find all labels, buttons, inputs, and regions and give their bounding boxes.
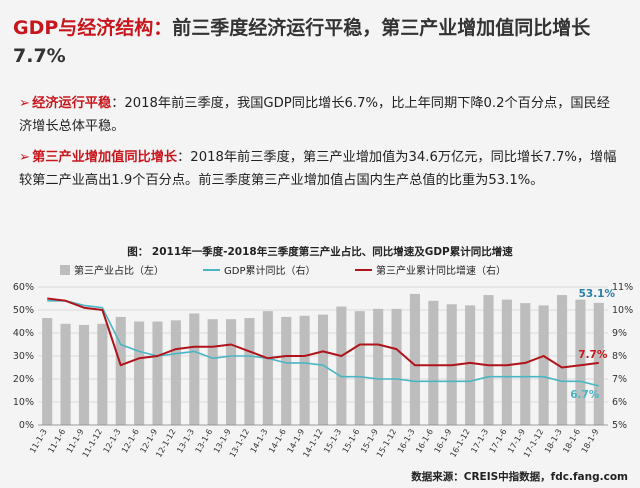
gdp-line <box>47 299 599 387</box>
paragraph-tertiary: ➢ 第三产业增加值同比增长：2018年前三季度，第三产业增加值为34.6万亿元，同… <box>19 146 621 192</box>
bar <box>501 299 512 425</box>
chart-title: 图： 2011年一季度-2018年三季度第三产业占比、同比增速及GDP累计同比增… <box>127 246 513 258</box>
page-title: GDP与经济结构：前三季度经济运行平稳，第三产业增加值同比增长7.7% <box>13 14 628 70</box>
bar <box>60 323 71 425</box>
legend-label-gdp: GDP累计同比（右） <box>224 264 315 277</box>
bar <box>226 319 237 425</box>
bar <box>575 299 586 425</box>
title-rest: 前三季度经济运行平稳，第三产业增加值同比增长7.7% <box>13 17 591 67</box>
bar <box>317 314 329 425</box>
y-right-tick-label: 6% <box>612 397 627 408</box>
legend-label-bar: 第三产业占比（左） <box>74 264 164 277</box>
bar <box>281 316 292 425</box>
bar <box>391 308 402 425</box>
y-left-tick-label: 40% <box>13 328 34 339</box>
bar <box>97 323 108 425</box>
y-right-tick-label: 8% <box>612 351 627 362</box>
paragraph-text: ：2018年前三季度，第三产业增加值为34.6万亿元，同比增长7.7%，增幅较第… <box>19 150 617 188</box>
source-note: 数据来源：CREIS中指数据，fdc.fang.com <box>411 471 628 483</box>
x-tick-label: 18-1-9 <box>580 428 601 455</box>
bar <box>593 302 604 425</box>
chart-legend: 第三产业占比（左） GDP累计同比（右） 第三产业累计同比增速（右） <box>60 264 506 277</box>
bar <box>299 315 310 425</box>
bar <box>336 306 347 425</box>
bar <box>556 295 568 425</box>
bar <box>262 311 273 425</box>
tertiary-line <box>47 297 599 369</box>
line-series <box>47 297 599 387</box>
chart-annotations: 53.1% 7.7% 6.7% <box>570 288 615 401</box>
bar <box>42 318 53 425</box>
bar <box>538 305 549 425</box>
paragraph-keyword: 第三产业增加值同比增长 <box>32 150 178 165</box>
bar <box>373 308 384 425</box>
bar <box>189 313 200 425</box>
bar <box>520 303 531 425</box>
bar <box>483 295 494 425</box>
y-left-tick-label: 20% <box>13 374 34 385</box>
legend-swatch-bar <box>60 265 70 275</box>
bar-series <box>42 293 604 425</box>
gdp-last-label: 6.7% <box>570 389 600 401</box>
paragraph-keyword: 经济运行平稳 <box>32 96 112 111</box>
y-right-tick-label: 11% <box>612 282 633 293</box>
bar <box>354 311 365 425</box>
paragraph-text: ：2018年前三季度，我国GDP同比增长6.7%，比上年同期下降0.2个百分点，… <box>19 96 610 134</box>
y-left-tick-label: 30% <box>13 351 34 362</box>
legend-label-tertiary: 第三产业累计同比增速（右） <box>376 264 506 277</box>
y-right-tick-label: 5% <box>612 420 627 431</box>
bar <box>207 319 218 425</box>
tertiary-last-label: 7.7% <box>578 349 608 361</box>
y-left-tick-label: 60% <box>13 282 34 293</box>
y-left-tick-label: 10% <box>13 397 34 408</box>
bar <box>115 316 126 425</box>
y-left-tick-label: 0% <box>19 420 34 431</box>
y-right-tick-label: 9% <box>612 328 627 339</box>
bar <box>244 318 255 425</box>
bar <box>409 293 420 425</box>
bar <box>170 320 181 425</box>
bar <box>428 300 439 425</box>
y-right-tick-label: 7% <box>612 374 627 385</box>
title-highlight: GDP与经济结构： <box>13 17 173 39</box>
arrow-bullet-icon: ➢ <box>19 150 31 165</box>
paragraph-economy: ➢ 经济运行平稳：2018年前三季度，我国GDP同比增长6.7%，比上年同期下降0… <box>19 92 621 138</box>
arrow-bullet-icon: ➢ <box>19 96 31 111</box>
y-right-tick-label: 10% <box>612 305 633 316</box>
bar <box>134 321 145 425</box>
y-left-tick-label: 50% <box>13 305 34 316</box>
bar-last-label: 53.1% <box>579 288 616 300</box>
bar <box>465 305 476 425</box>
bar <box>152 321 163 425</box>
bar <box>78 324 90 425</box>
